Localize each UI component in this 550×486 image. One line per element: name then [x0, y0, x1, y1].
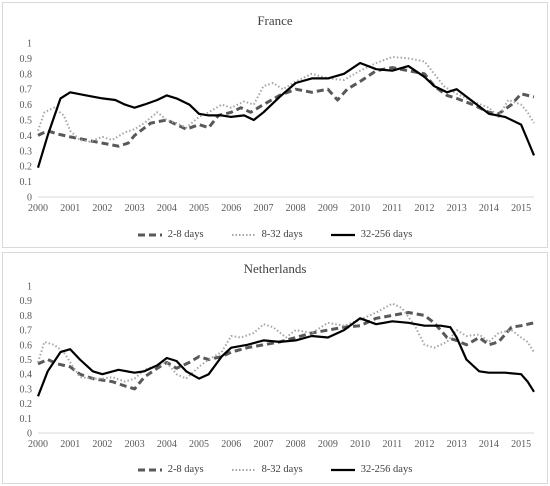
y-tick-label: 0.3: [20, 146, 33, 157]
series-line-2-8-days: [37, 66, 535, 148]
series-line-32-256-days: [36, 61, 536, 169]
legend-swatch-dotted: [231, 468, 256, 471]
x-tick-label: 2007: [253, 203, 273, 214]
x-tick-label: 2004: [157, 203, 177, 214]
x-tick-label: 2011: [382, 439, 402, 450]
legend-swatch-dotted: [231, 233, 256, 236]
legend-item-8-32-days: 8-32 days: [231, 464, 303, 475]
x-tick-label: 2006: [221, 439, 241, 450]
chart-title: France: [257, 13, 293, 28]
line-chart-netherlands: 0 0.1 0.2 0.3 0.4 0.5 0.6 0.7 0.8 0.9 1 2000 2001 200…: [20, 282, 535, 450]
y-tick-label: 0.2: [20, 399, 33, 410]
x-tick-label: 2000: [28, 439, 48, 450]
y-tick-label: 0.2: [20, 162, 33, 173]
x-tick-label: 2013: [447, 203, 467, 214]
chart-legend: 2-8 days 8-32 days 32-256 days: [3, 229, 547, 240]
legend-swatch-solid: [330, 233, 355, 236]
x-tick-label: 2013: [447, 439, 467, 450]
x-tick-label: 2006: [221, 203, 241, 214]
x-tick-label: 2001: [60, 203, 80, 214]
y-tick-label: 0.8: [20, 311, 33, 322]
x-tick-label: 2002: [92, 203, 112, 214]
legend-label: 8-32 days: [261, 229, 303, 240]
y-tick-label: 1: [27, 39, 32, 50]
line-chart-france: 0 0.1 0.2 0.3 0.4 0.5 0.6 0.7 0.8 0.9 1 2000 2001 200…: [20, 39, 536, 214]
y-tick-label: 0.5: [20, 116, 33, 127]
x-tick-label: 2002: [92, 439, 112, 450]
x-tick-label: 2015: [511, 203, 531, 214]
y-tick-label: 0.7: [20, 326, 33, 337]
x-tick-label: 2014: [479, 439, 499, 450]
y-tick-label: 0.8: [20, 69, 33, 80]
y-tick-label: 0.6: [20, 340, 33, 351]
legend-label: 32-256 days: [360, 229, 413, 240]
series-line-2-8-days: [37, 311, 535, 391]
legend-swatch-solid: [330, 468, 355, 471]
legend-label: 8-32 days: [261, 464, 303, 475]
chart-legend: 2-8 days 8-32 days 32-256 days: [3, 464, 547, 475]
legend-item-32-256-days: 32-256 days: [330, 464, 413, 475]
legend-label: 32-256 days: [360, 464, 413, 475]
y-tick-label: 0.4: [20, 370, 33, 381]
series-line-32-256-days: [36, 317, 535, 397]
y-tick-label: 1: [27, 282, 32, 293]
y-tick-label: 0.5: [20, 355, 33, 366]
legend-item-8-32-days: 8-32 days: [231, 229, 303, 240]
x-tick-label: 2008: [286, 439, 306, 450]
series-line-8-32-days: [37, 302, 535, 383]
y-tick-label: 0.3: [20, 384, 33, 395]
series-line-8-32-days: [37, 55, 535, 143]
x-tick-label: 2004: [157, 439, 177, 450]
x-tick-label: 2009: [318, 203, 338, 214]
y-tick-label: 0: [27, 429, 32, 440]
y-tick-label: 0.9: [20, 54, 33, 65]
y-tick-label: 0.9: [20, 296, 33, 307]
x-tick-label: 2015: [511, 439, 531, 450]
legend-item-2-8-days: 2-8 days: [137, 229, 204, 240]
x-tick-label: 2010: [350, 439, 370, 450]
legend-swatch-dashed: [137, 233, 162, 236]
y-tick-label: 0.4: [20, 131, 33, 142]
legend-swatch-dashed: [137, 468, 162, 471]
chart-panel-netherlands: Netherlands 0 0.1 0.2 0.3 0.4 0.5 0.6 0.7 0.8 0.9…: [2, 252, 548, 484]
chart-title: Netherlands: [243, 261, 307, 276]
x-tick-label: 2001: [60, 439, 80, 450]
y-tick-label: 0.1: [20, 414, 33, 425]
legend-label: 2-8 days: [167, 229, 204, 240]
y-tick-label: 0.6: [20, 100, 33, 111]
legend-item-2-8-days: 2-8 days: [137, 464, 204, 475]
x-tick-label: 2012: [414, 439, 434, 450]
legend-item-32-256-days: 32-256 days: [330, 229, 413, 240]
y-tick-label: 0.1: [20, 177, 33, 188]
x-tick-label: 2009: [318, 439, 338, 450]
x-tick-label: 2000: [28, 203, 48, 214]
x-tick-label: 2003: [125, 203, 145, 214]
x-tick-label: 2011: [382, 203, 402, 214]
x-tick-label: 2005: [189, 203, 209, 214]
chart-panel-france: France 0 0.1 0.2 0.3 0.4 0.5 0.6 0.7 0.8 0.9 1 2000…: [2, 2, 548, 248]
x-tick-label: 2010: [350, 203, 370, 214]
x-tick-label: 2007: [253, 439, 273, 450]
x-tick-label: 2008: [286, 203, 306, 214]
x-tick-label: 2012: [414, 203, 434, 214]
y-tick-label: 0.7: [20, 85, 33, 96]
y-tick-label: 0: [27, 193, 32, 204]
x-tick-label: 2003: [125, 439, 145, 450]
legend-label: 2-8 days: [167, 464, 204, 475]
x-tick-label: 2005: [189, 439, 209, 450]
x-tick-label: 2014: [479, 203, 499, 214]
